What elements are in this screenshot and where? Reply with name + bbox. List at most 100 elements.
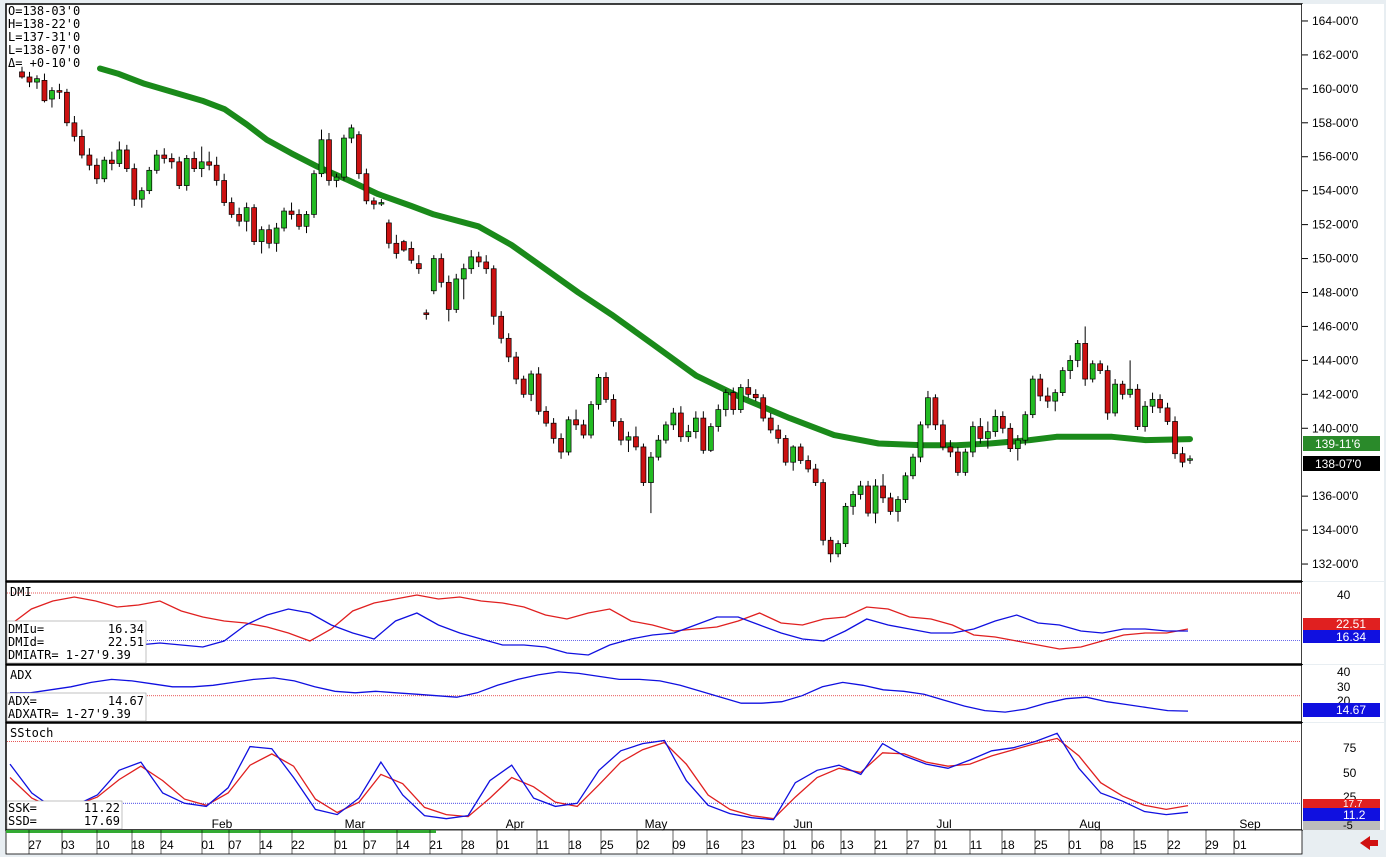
candle-body — [333, 176, 340, 181]
candle — [1112, 379, 1118, 417]
price-panel[interactable] — [5, 3, 1303, 582]
candle-body — [992, 416, 999, 433]
candle-body — [812, 468, 819, 483]
candle — [378, 199, 385, 206]
candle — [775, 424, 782, 444]
candle-body — [311, 173, 317, 215]
candlestick-series — [19, 66, 1193, 563]
adx-title: ADX — [10, 668, 32, 682]
candle-body — [19, 71, 25, 78]
candle-body — [805, 460, 812, 470]
candle-body — [880, 485, 886, 499]
candle-body — [213, 164, 220, 181]
candle — [333, 173, 340, 188]
candle — [191, 151, 198, 173]
date-tick-label: 07 — [363, 838, 377, 852]
candle — [26, 71, 33, 88]
ssd-readout: 17.69 — [84, 814, 120, 828]
date-tick-label: 08 — [1100, 838, 1114, 852]
scroll-left-arrow-icon[interactable] — [1360, 836, 1378, 850]
candle — [288, 202, 295, 220]
candle-body — [438, 258, 445, 283]
candle — [887, 492, 894, 515]
candle-body — [767, 417, 774, 431]
candle — [453, 273, 460, 313]
date-tick-label: 03 — [61, 838, 75, 852]
candle — [198, 146, 205, 178]
candle — [64, 88, 70, 127]
candle — [625, 431, 632, 453]
candle — [1149, 392, 1156, 413]
candle — [460, 263, 467, 300]
candle — [318, 129, 325, 178]
candle-body — [1104, 370, 1111, 414]
candle-body — [573, 419, 579, 426]
candle — [266, 224, 272, 249]
sstoch-panel[interactable] — [5, 722, 1303, 831]
candle-body — [266, 229, 272, 244]
candle-body — [685, 431, 692, 438]
candle — [925, 390, 931, 429]
candle — [1007, 423, 1014, 453]
candle-body — [797, 446, 804, 461]
candle-body — [648, 456, 654, 483]
candle-body — [737, 387, 744, 410]
date-tick-label: 14 — [396, 838, 410, 852]
candle-body — [1097, 363, 1104, 371]
candle — [520, 375, 527, 398]
candle-body — [962, 451, 969, 473]
date-tick-label: 18 — [1001, 838, 1015, 852]
candle-body — [243, 207, 250, 222]
candle-body — [872, 485, 879, 514]
candle-body — [715, 409, 722, 427]
date-tick-label: 01 — [1068, 838, 1082, 852]
candle-body — [917, 424, 924, 458]
candle — [86, 148, 93, 171]
date-tick-label: 22 — [1167, 838, 1181, 852]
candle-body — [430, 258, 437, 292]
price-tick-label: 140-00'0 — [1312, 421, 1359, 435]
candle-body — [670, 412, 677, 426]
dmi-plus-readout: 16.34 — [108, 622, 144, 636]
ohlc-low: L=137-31'0 — [8, 30, 80, 44]
candle-body — [56, 90, 63, 93]
adx-readout-box — [6, 692, 147, 722]
candle-body — [1052, 392, 1059, 402]
candle — [992, 409, 999, 437]
candle-body — [161, 154, 168, 159]
candle — [610, 394, 617, 427]
candle — [663, 421, 669, 444]
candle-body — [318, 139, 325, 175]
candle — [745, 379, 752, 398]
price-tick-label: 160-00'0 — [1312, 82, 1359, 96]
candle-body — [453, 278, 460, 310]
dmi-minus-readout: 22.51 — [108, 635, 144, 649]
sstoch-readout-box — [6, 800, 123, 830]
price-tick-label: 154-00'0 — [1312, 184, 1359, 198]
candle-body — [760, 397, 767, 419]
candle — [1014, 435, 1021, 461]
dmi-panel[interactable] — [5, 581, 1303, 665]
ssk-name: SSK= — [8, 801, 37, 815]
adx-panel[interactable] — [5, 664, 1303, 723]
candle-body — [775, 429, 782, 439]
candle-body — [108, 159, 115, 164]
candle-body — [955, 451, 961, 473]
candle-body — [371, 200, 377, 205]
adx-line — [7, 671, 1301, 713]
candle-body — [580, 424, 587, 436]
candle — [34, 75, 40, 89]
last-price-label: 138-07'0 — [1315, 457, 1362, 471]
candle-body — [228, 202, 235, 215]
candle — [1187, 455, 1193, 464]
candle — [1074, 340, 1081, 368]
candle — [138, 187, 145, 208]
candle-body — [595, 377, 602, 405]
dmi-minus-label: 22.51 — [1336, 617, 1366, 631]
candle-body — [138, 190, 145, 200]
candle-body — [1074, 343, 1081, 361]
candle-body — [153, 154, 160, 171]
date-tick-label: 01 — [934, 838, 948, 852]
candle — [528, 370, 534, 402]
candle-body — [588, 404, 594, 436]
